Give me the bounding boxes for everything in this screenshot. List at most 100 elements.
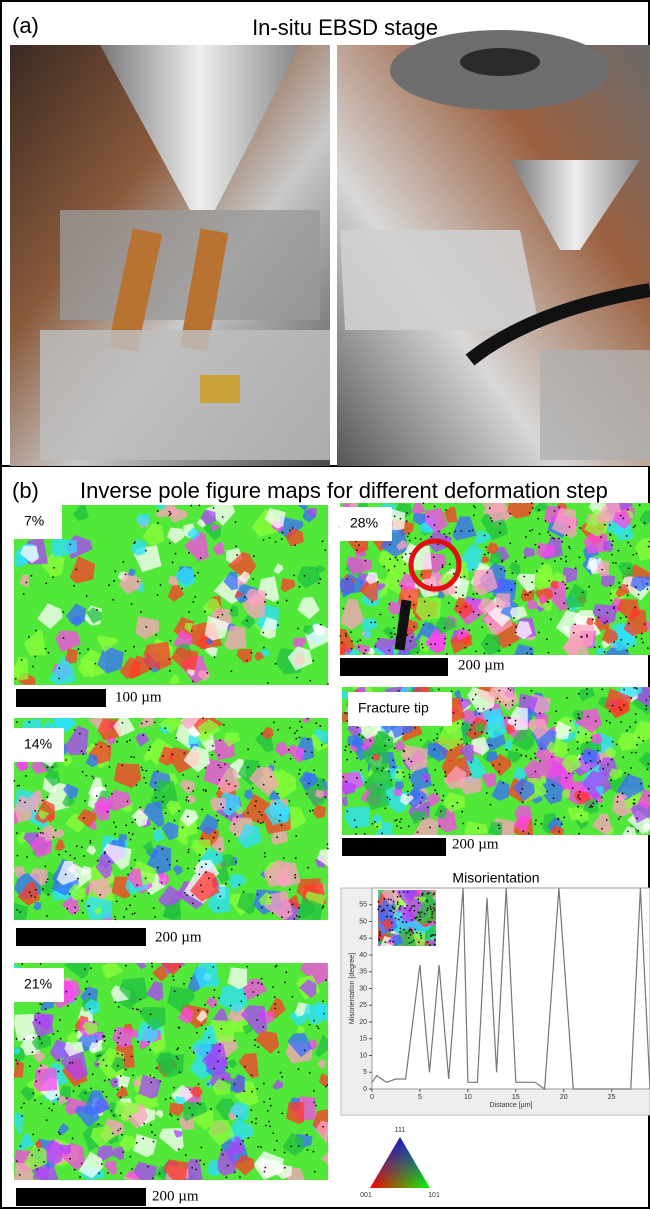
dot	[609, 524, 611, 526]
dot	[391, 922, 393, 924]
dot	[448, 602, 450, 604]
dot	[268, 1121, 270, 1123]
dot	[490, 517, 492, 519]
dot	[413, 905, 415, 907]
dot	[619, 707, 621, 709]
dot	[187, 851, 189, 853]
dot	[126, 741, 128, 743]
dot	[398, 690, 400, 692]
dot	[408, 758, 410, 760]
dot	[598, 609, 600, 611]
dot	[411, 905, 413, 907]
dot	[327, 848, 329, 850]
dot	[632, 554, 634, 556]
dot	[129, 904, 131, 906]
dot	[418, 919, 420, 921]
dot	[159, 1173, 161, 1175]
dot	[260, 822, 262, 824]
dot	[326, 1084, 328, 1086]
dot	[410, 929, 412, 931]
dot	[379, 935, 381, 937]
dot	[178, 810, 180, 812]
dot	[115, 919, 117, 921]
dot	[236, 554, 238, 556]
dot	[226, 780, 228, 782]
dot	[555, 710, 557, 712]
dot	[153, 907, 155, 909]
dot	[387, 797, 389, 799]
dot	[612, 540, 614, 542]
dot	[489, 804, 491, 806]
dot	[274, 1149, 276, 1151]
dot	[55, 830, 57, 832]
dot	[580, 815, 582, 817]
dot	[486, 732, 488, 734]
dot	[214, 832, 216, 834]
dot	[386, 916, 388, 918]
dot	[394, 633, 396, 635]
dot	[279, 814, 281, 816]
dot	[399, 821, 401, 823]
dot	[486, 792, 488, 794]
ipf-map	[377, 890, 436, 946]
dot	[57, 1030, 59, 1032]
dot	[151, 978, 153, 980]
dot	[30, 895, 32, 897]
dot	[265, 1125, 267, 1127]
dot	[400, 818, 402, 820]
dot	[218, 764, 220, 766]
dot	[125, 824, 127, 826]
dot	[31, 1051, 33, 1053]
dot	[123, 1059, 125, 1061]
dot	[116, 900, 118, 902]
dot	[384, 807, 386, 809]
dot	[383, 898, 385, 900]
dot	[170, 640, 172, 642]
dot	[565, 584, 567, 586]
dot	[119, 1032, 121, 1034]
dot	[511, 572, 513, 574]
dot	[389, 558, 391, 560]
dot	[636, 817, 638, 819]
dot	[285, 971, 287, 973]
dot	[255, 1123, 257, 1125]
dot	[200, 557, 202, 559]
dot	[172, 754, 174, 756]
dot	[240, 1143, 242, 1145]
dot	[104, 852, 106, 854]
dot	[612, 562, 614, 564]
dot	[296, 730, 298, 732]
dot	[546, 638, 548, 640]
dot	[114, 570, 116, 572]
dot	[422, 818, 424, 820]
dot	[525, 594, 527, 596]
dot	[342, 776, 344, 778]
dot	[356, 826, 358, 828]
dot	[566, 588, 568, 590]
dot	[635, 687, 637, 689]
dot	[351, 640, 353, 642]
dot	[487, 552, 489, 554]
dot	[102, 1091, 104, 1093]
dot	[218, 907, 220, 909]
dot	[269, 876, 271, 878]
dot	[371, 757, 373, 759]
dot	[411, 636, 413, 638]
dot	[221, 1149, 223, 1151]
dot	[229, 808, 231, 810]
dot	[381, 832, 383, 834]
dot	[413, 910, 415, 912]
dot	[275, 663, 277, 665]
dot	[297, 628, 299, 630]
dot	[129, 1115, 131, 1117]
dot	[377, 908, 379, 910]
dot	[461, 811, 463, 813]
dot	[246, 966, 248, 968]
dot	[112, 599, 114, 601]
dot	[508, 688, 510, 690]
dot	[226, 1067, 228, 1069]
dot	[90, 842, 92, 844]
dot	[577, 748, 579, 750]
dot	[281, 538, 283, 540]
dot	[618, 550, 620, 552]
